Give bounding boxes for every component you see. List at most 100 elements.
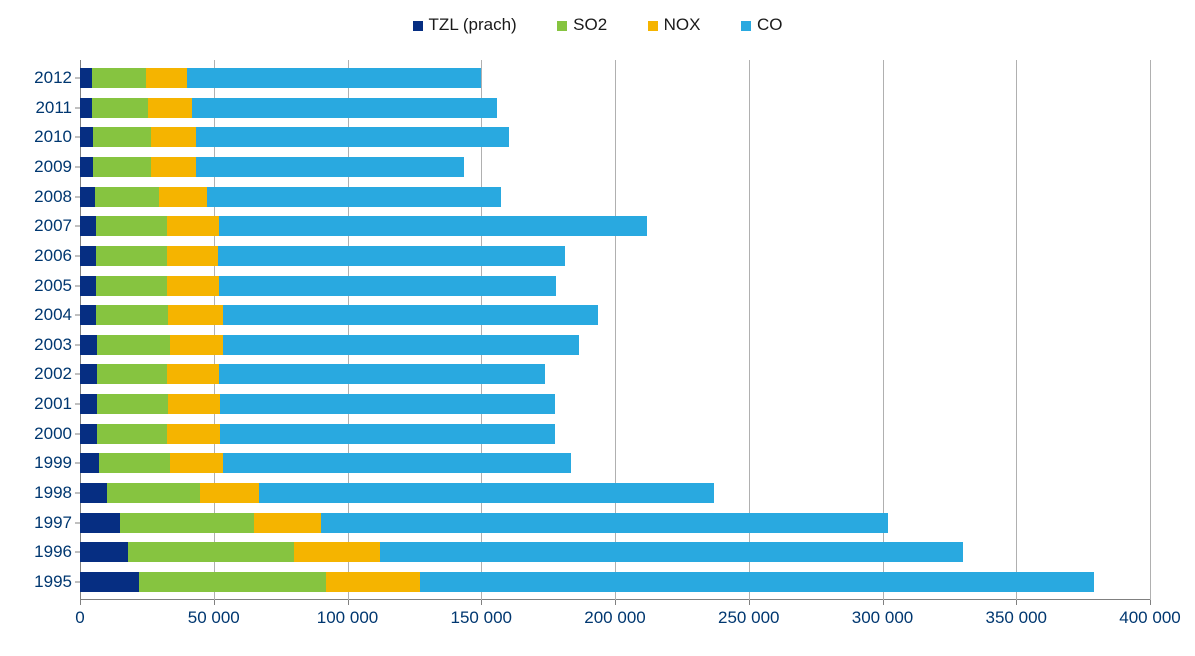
- y-axis-label: 2005: [34, 276, 72, 296]
- gridline: [1150, 60, 1151, 600]
- bar-segment-co: [218, 246, 566, 266]
- bar-segment-tzl: [80, 98, 92, 118]
- bar-segment-nox: [168, 394, 220, 414]
- legend-item-tzl: TZL (prach): [413, 15, 517, 35]
- bar-row: [80, 513, 888, 533]
- bar-row: [80, 246, 565, 266]
- bar-row: [80, 187, 501, 207]
- y-axis-label: 2004: [34, 305, 72, 325]
- bar-segment-tzl: [80, 305, 96, 325]
- legend-item-so2: SO2: [557, 15, 607, 35]
- bar-segment-so2: [96, 246, 167, 266]
- legend-item-co: CO: [741, 15, 783, 35]
- bar-segment-nox: [148, 98, 192, 118]
- bar-segment-so2: [96, 276, 167, 296]
- bar-segment-tzl: [80, 157, 93, 177]
- x-tick: [749, 600, 750, 605]
- bar-segment-so2: [107, 483, 201, 503]
- y-axis-label: 2000: [34, 424, 72, 444]
- chart-legend: TZL (prach) SO2 NOX CO: [0, 15, 1195, 35]
- bar-segment-so2: [99, 453, 170, 473]
- x-axis-label: 150 000: [451, 608, 512, 628]
- bar-segment-co: [196, 127, 509, 147]
- x-tick: [1016, 600, 1017, 605]
- legend-swatch-so2: [557, 21, 567, 31]
- bar-segment-nox: [167, 364, 219, 384]
- legend-item-nox: NOX: [648, 15, 701, 35]
- bar-segment-nox: [168, 305, 223, 325]
- bar-segment-so2: [96, 216, 167, 236]
- bar-segment-nox: [167, 246, 218, 266]
- legend-label-nox: NOX: [664, 15, 701, 34]
- bar-segment-so2: [92, 98, 148, 118]
- bar-segment-so2: [139, 572, 326, 592]
- x-tick: [80, 600, 81, 605]
- plot-area: 050 000100 000150 000200 000250 000300 0…: [80, 60, 1150, 600]
- bar-row: [80, 572, 1094, 592]
- x-axis-label: 50 000: [188, 608, 240, 628]
- y-axis-label: 2010: [34, 127, 72, 147]
- bar-segment-nox: [151, 127, 196, 147]
- bar-segment-nox: [170, 453, 224, 473]
- bar-segment-so2: [93, 127, 151, 147]
- bar-segment-tzl: [80, 513, 120, 533]
- bar-segment-nox: [254, 513, 321, 533]
- x-tick: [214, 600, 215, 605]
- bar-row: [80, 157, 464, 177]
- bar-segment-so2: [96, 305, 168, 325]
- x-tick: [348, 600, 349, 605]
- bar-segment-tzl: [80, 68, 92, 88]
- bar-segment-tzl: [80, 364, 97, 384]
- bar-segment-nox: [326, 572, 420, 592]
- bar-segment-so2: [97, 394, 168, 414]
- y-axis-label: 2008: [34, 187, 72, 207]
- bar-segment-so2: [128, 542, 294, 562]
- y-axis-label: 2006: [34, 246, 72, 266]
- x-axis-label: 0: [75, 608, 84, 628]
- legend-label-so2: SO2: [573, 15, 607, 34]
- y-axis-label: 1997: [34, 513, 72, 533]
- bar-segment-co: [223, 453, 571, 473]
- bar-segment-nox: [167, 276, 219, 296]
- bar-row: [80, 453, 571, 473]
- x-axis-label: 350 000: [986, 608, 1047, 628]
- bar-segment-tzl: [80, 394, 97, 414]
- bar-row: [80, 127, 509, 147]
- bar-segment-co: [223, 335, 579, 355]
- legend-swatch-tzl: [413, 21, 423, 31]
- bar-segment-tzl: [80, 335, 97, 355]
- bar-segment-tzl: [80, 246, 96, 266]
- gridline: [1016, 60, 1017, 600]
- y-axis-label: 1995: [34, 572, 72, 592]
- legend-swatch-nox: [648, 21, 658, 31]
- y-axis-label: 1999: [34, 453, 72, 473]
- bar-segment-co: [219, 364, 545, 384]
- emissions-chart: TZL (prach) SO2 NOX CO 050 000100 000150…: [0, 0, 1195, 656]
- bar-segment-co: [420, 572, 1094, 592]
- x-tick: [615, 600, 616, 605]
- y-axis-label: 2003: [34, 335, 72, 355]
- bar-row: [80, 483, 714, 503]
- bar-segment-tzl: [80, 127, 93, 147]
- bar-segment-tzl: [80, 572, 139, 592]
- bar-segment-so2: [97, 424, 167, 444]
- bar-segment-nox: [167, 216, 219, 236]
- bar-segment-co: [196, 157, 464, 177]
- legend-label-co: CO: [757, 15, 783, 34]
- x-axis-label: 100 000: [317, 608, 378, 628]
- bar-segment-tzl: [80, 216, 96, 236]
- x-tick: [1150, 600, 1151, 605]
- bar-segment-co: [220, 394, 554, 414]
- bar-row: [80, 542, 963, 562]
- bar-segment-nox: [159, 187, 207, 207]
- x-axis-label: 250 000: [718, 608, 779, 628]
- bar-segment-co: [187, 68, 481, 88]
- x-tick: [883, 600, 884, 605]
- bar-segment-tzl: [80, 542, 128, 562]
- bar-segment-co: [207, 187, 501, 207]
- bar-segment-tzl: [80, 453, 99, 473]
- y-axis-label: 2012: [34, 68, 72, 88]
- bar-row: [80, 424, 555, 444]
- y-axis-label: 2002: [34, 364, 72, 384]
- legend-label-tzl: TZL (prach): [429, 15, 517, 34]
